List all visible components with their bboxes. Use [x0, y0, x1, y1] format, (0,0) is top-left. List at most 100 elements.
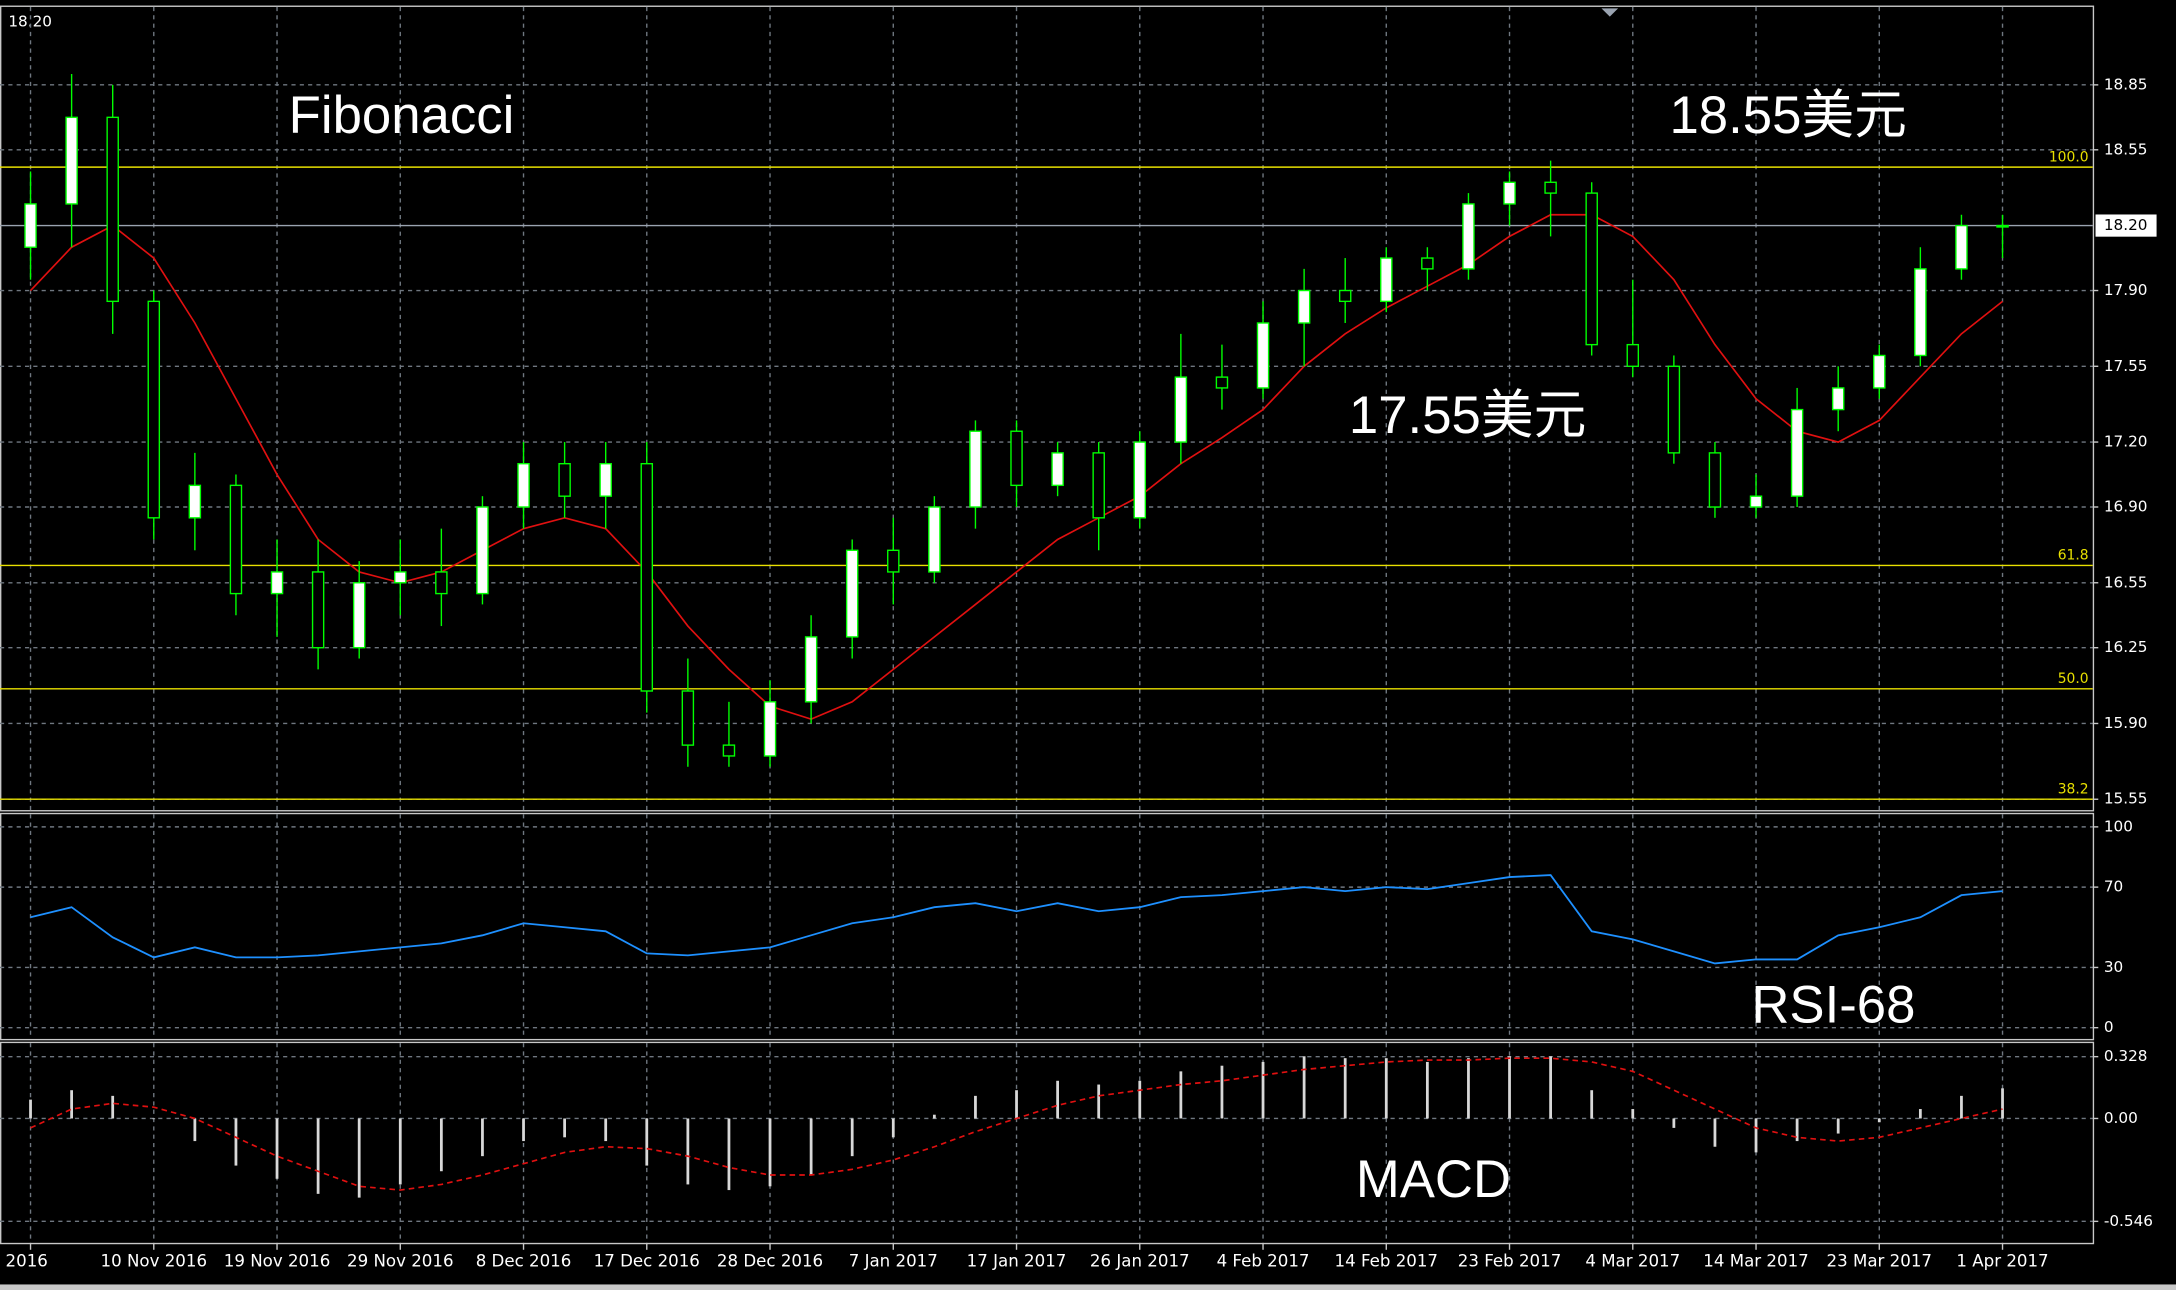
y-tick-label: -0.546 — [2104, 1212, 2153, 1230]
candle-body — [1955, 224, 1968, 270]
candle-body — [1626, 343, 1640, 367]
macd-bar — [1549, 1056, 1553, 1119]
candle-body — [1421, 257, 1434, 270]
current-price-box — [2095, 214, 2157, 237]
candle-body — [1092, 452, 1105, 519]
y-tick-label: 0.00 — [2104, 1109, 2138, 1127]
candle-body — [1585, 192, 1598, 346]
current-price-label: 18.20 — [2104, 216, 2148, 234]
macd-bar — [1425, 1061, 1429, 1119]
x-tick-label: 1 Apr 2017 — [1956, 1252, 2048, 1271]
macd-bar — [1713, 1118, 1717, 1147]
y-tick-label: 18.85 — [2104, 75, 2148, 93]
y-tick-label: 17.55 — [2104, 357, 2148, 375]
fib-label: 61.8 — [2058, 548, 2089, 564]
candle-body — [147, 300, 161, 519]
macd-bar — [481, 1118, 484, 1157]
candle-body — [270, 571, 284, 595]
macd-bar — [645, 1118, 649, 1166]
candle-body — [229, 484, 243, 595]
macd-bar — [768, 1118, 772, 1187]
candle-body — [640, 463, 654, 692]
macd-bar — [1384, 1058, 1388, 1119]
fib-label: 100.0 — [2049, 149, 2089, 165]
candle-body — [763, 701, 777, 757]
x-tick-label: 26 Jan 2017 — [1090, 1252, 1190, 1271]
candle-body — [845, 549, 859, 638]
candle-body — [435, 571, 448, 595]
macd-bar — [1179, 1071, 1183, 1119]
macd-bar — [2001, 1088, 2004, 1119]
annotation: RSI-68 — [1751, 975, 1915, 1034]
candle-body — [887, 549, 900, 573]
macd-bar — [1795, 1118, 1799, 1142]
plot: 15.55 15.90 16.25 16.55 16.90 17.20 17.55 17.90… — [0, 6, 2157, 1271]
candle-body — [722, 744, 736, 757]
x-tick-label: 17 Jan 2017 — [967, 1252, 1067, 1271]
macd-bar — [193, 1118, 197, 1142]
y-tick-label: 17.20 — [2104, 433, 2148, 451]
candle-body — [804, 636, 818, 703]
candle-body — [1174, 376, 1188, 443]
macd-bar — [809, 1118, 813, 1176]
macd-bar — [850, 1118, 854, 1157]
x-tick-label: 14 Feb 2017 — [1335, 1252, 1438, 1271]
macd-bar — [70, 1090, 74, 1119]
candle-body — [65, 116, 78, 205]
y-tick-label: 0.328 — [2104, 1047, 2148, 1065]
x-tick-label: 17 Dec 2016 — [594, 1252, 700, 1271]
x-tick-label: 10 Nov 2016 — [101, 1252, 208, 1271]
macd-bar — [563, 1118, 567, 1138]
annotation: 17.55美元 — [1349, 386, 1586, 445]
candle-body — [1256, 322, 1270, 389]
macd-bar — [1754, 1118, 1758, 1153]
y-tick-label: 30 — [2104, 958, 2123, 976]
macd-bar — [1138, 1080, 1142, 1119]
annotation: MACD — [1356, 1150, 1511, 1209]
macd-bar — [891, 1118, 895, 1138]
candle-body — [1914, 268, 1927, 357]
y-tick-label: 15.90 — [2104, 714, 2148, 732]
fib-label: 50.0 — [2058, 671, 2089, 687]
candle-body — [1051, 452, 1064, 487]
candle-body — [1544, 181, 1557, 194]
candle-body — [188, 484, 202, 519]
candle-body — [1010, 430, 1023, 487]
macd-bar — [1097, 1084, 1101, 1119]
y-tick-label: 16.55 — [2104, 573, 2148, 591]
annotation: 18.55美元 — [1669, 86, 1906, 145]
macd-bar — [439, 1118, 443, 1172]
x-tick-label: 23 Mar 2017 — [1827, 1252, 1932, 1271]
x-tick-label: 2016 — [6, 1252, 48, 1271]
macd-bar — [275, 1118, 279, 1179]
x-tick-label: 14 Mar 2017 — [1703, 1252, 1808, 1271]
y-tick-label: 70 — [2104, 878, 2123, 896]
candle-body — [394, 571, 407, 584]
candle-body — [1462, 203, 1475, 270]
macd-bar — [1631, 1109, 1635, 1119]
macd-bar — [1918, 1109, 1922, 1119]
macd-bar — [398, 1118, 402, 1185]
x-tick-label: 19 Nov 2016 — [224, 1252, 331, 1271]
rsi-line — [30, 874, 2003, 965]
candle-body — [1790, 408, 1804, 497]
candle-body — [1667, 365, 1681, 454]
macd-signal — [30, 1057, 2003, 1191]
macd-bar — [1960, 1095, 1963, 1119]
macd-bar — [234, 1118, 238, 1166]
candle-body — [928, 506, 941, 573]
candle-body — [106, 116, 119, 303]
candle-body — [24, 203, 37, 248]
x-tick-label: 7 Jan 2017 — [849, 1252, 938, 1271]
macd-bar — [152, 1118, 156, 1120]
macd-bar — [686, 1118, 690, 1185]
candle-body — [1873, 354, 1886, 389]
x-tick-label: 28 Dec 2016 — [717, 1252, 823, 1271]
candle-body — [1338, 289, 1352, 303]
x-tick-label: 23 Feb 2017 — [1458, 1252, 1561, 1271]
bottom-strip — [0, 1284, 2176, 1290]
candle-body — [599, 463, 612, 497]
macd-panel-frame — [0, 1041, 2095, 1245]
